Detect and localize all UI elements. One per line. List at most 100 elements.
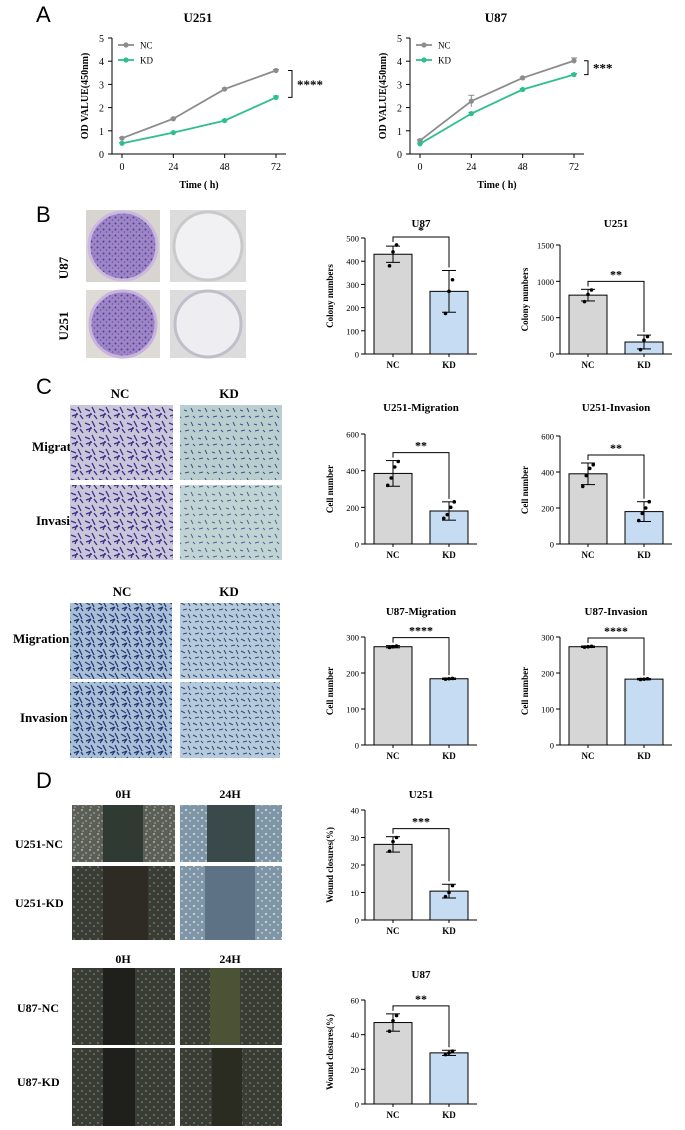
colony-row-label-u87: U87 [56, 256, 71, 279]
replicate-point [447, 1051, 451, 1055]
y-tick-label: 40 [351, 806, 360, 816]
y-tick-label: 1 [397, 127, 402, 138]
replicate-point [584, 473, 589, 478]
replicate-point [394, 243, 399, 247]
replicate-point [452, 500, 457, 504]
data-point-nc [273, 67, 279, 74]
data-point-nc [520, 75, 526, 81]
significance-bracket [392, 637, 450, 676]
y-tick-label: 3 [397, 80, 402, 91]
replicate-point [443, 677, 448, 681]
legend-label-kd: KD [140, 56, 153, 66]
colony-bar-u251: U251 0 500 1000 1500 Colony numbers NC KD ** [520, 218, 672, 370]
y-axis-label: Cell number [520, 667, 530, 715]
chart-title: U87-Invasion [585, 606, 648, 618]
y-tick-label: 30 [351, 833, 360, 843]
replicate-point [387, 1029, 392, 1033]
colony-dish-u251-nc [88, 289, 158, 359]
chart-title: U251-Invasion [582, 402, 650, 414]
x-axis-label: Time ( h) [477, 180, 516, 191]
x-tick-label: NC [582, 751, 595, 761]
y-tick-label: 100 [346, 705, 359, 715]
bar-kd [429, 678, 469, 746]
y-tick-label: 0 [355, 350, 359, 360]
significance-bracket [587, 280, 645, 333]
y-tick-label: 100 [541, 705, 554, 715]
replicate-point [396, 459, 401, 464]
replicate-point [394, 835, 399, 840]
y-axis-label: Cell number [325, 667, 335, 715]
transwell-images-u251: NC KD Migration Invasion [32, 386, 282, 560]
y-tick-label: 0 [355, 540, 359, 550]
replicate-point [636, 518, 641, 523]
x-tick-label: 24 [168, 162, 178, 173]
panel-label-c: C [36, 374, 52, 399]
bar-wound-u251: U251 0 10 20 30 40 Wound closures(%) NC KD *** [325, 789, 477, 936]
y-tick-label: 200 [541, 504, 554, 514]
significance-bracket [587, 637, 645, 676]
y-axis-label: Cell number [325, 465, 335, 513]
replicate-point [450, 883, 455, 888]
legend-marker [123, 42, 129, 48]
y-tick-label: 200 [541, 669, 554, 679]
replicate-point [642, 338, 646, 342]
significance-label: ** [610, 267, 622, 281]
x-tick-label: NC [387, 550, 400, 560]
replicate-point [385, 483, 390, 488]
replicate-point [447, 676, 451, 681]
y-tick-label: 4 [397, 57, 402, 68]
y-tick-label: 200 [346, 303, 359, 313]
x-tick-label: 48 [220, 162, 230, 173]
x-tick-label: 0 [120, 162, 125, 173]
replicate-point [391, 839, 395, 844]
x-tick-label: KD [442, 1110, 456, 1120]
bar-u87-migration: U87-Migration 0 100 200 300 Cell number NC KD **… [325, 606, 477, 761]
wound-images-u87: 0H 24H U87-NC U87-KD [17, 952, 282, 1126]
y-tick-label: 0 [99, 150, 104, 161]
replicate-point [445, 512, 450, 517]
replicate-point [387, 849, 392, 854]
bar-u251-invasion: U251-Invasion 0 200 400 600 Cell number NC KD ** [520, 402, 672, 560]
colony-dish-u87-nc [87, 210, 159, 282]
y-axis-label: Cell number [520, 466, 530, 514]
significance-bracket [392, 236, 450, 268]
data-point-kd [273, 94, 279, 100]
data-point-nc [170, 116, 176, 122]
data-point-nc [468, 98, 474, 104]
wound-row-u87-nc: U87-NC [17, 1001, 59, 1015]
growth-curve-u87: U87 0 1 2 3 4 5 0 24 48 72 Time ( h) OD VALUE(450nm)… [378, 10, 613, 191]
bar-nc [373, 646, 413, 746]
replicate-point [387, 645, 392, 650]
transwell-images-u87: NC KD Migration Invasion [13, 584, 280, 758]
chart-title: U251 [409, 789, 433, 801]
replicate-point [441, 516, 446, 521]
significance-bracket [392, 1005, 450, 1048]
x-axis-label: Time ( h) [179, 180, 218, 191]
legend-marker [421, 57, 427, 63]
data-point-kd [571, 72, 577, 78]
significance-label: * [418, 223, 424, 237]
y-tick-label: 300 [346, 280, 359, 290]
replicate-point [638, 347, 643, 352]
y-tick-label: 5 [397, 34, 402, 45]
replicate-point [450, 1049, 455, 1053]
x-tick-label: NC [582, 550, 595, 560]
x-tick-label: KD [637, 751, 651, 761]
y-tick-label: 0 [550, 741, 554, 751]
replicate-point [387, 264, 392, 268]
y-tick-label: 300 [541, 633, 554, 643]
data-point-kd [119, 140, 125, 146]
x-tick-label: 72 [569, 162, 579, 173]
panel-label-b: B [36, 202, 51, 227]
data-point-nc [119, 135, 125, 141]
colony-dish-u87-kd [172, 210, 244, 282]
data-point-kd [468, 111, 474, 117]
colony-dish-u251-kd [173, 289, 243, 359]
replicate-point [645, 334, 650, 339]
panel-label-d: D [36, 768, 52, 793]
wound-row-u87-kd: U87-KD [17, 1075, 60, 1089]
y-tick-label: 0 [355, 1100, 359, 1110]
replicate-point [450, 676, 455, 681]
data-point-kd [170, 130, 176, 136]
